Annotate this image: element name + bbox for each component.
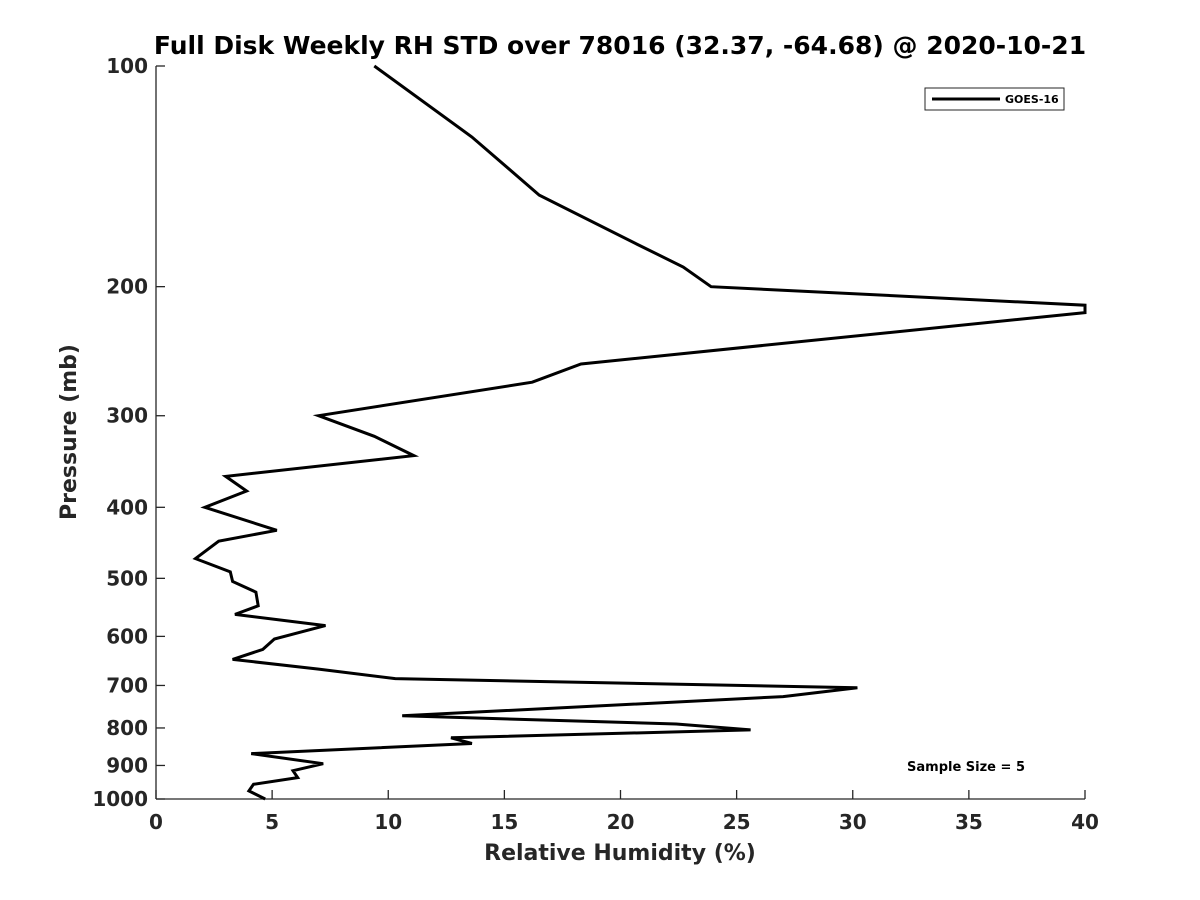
x-tick-label: 15 — [490, 810, 518, 834]
plot-area: 0 5 10 15 20 25 30 35 40 100 200 300 400 500 600 700 80… — [92, 54, 1099, 834]
y-tick-label: 400 — [106, 495, 148, 519]
plot-background — [156, 66, 1085, 799]
y-tick-label: 300 — [106, 404, 148, 428]
y-axis-label: Pressure (mb) — [57, 344, 82, 520]
x-tick-label: 35 — [955, 810, 983, 834]
x-tick-label: 20 — [607, 810, 635, 834]
x-tick-label: 40 — [1071, 810, 1099, 834]
x-ticks: 0 5 10 15 20 25 30 35 40 — [149, 790, 1099, 834]
y-tick-label: 800 — [106, 716, 148, 740]
y-tick-label: 1000 — [92, 787, 148, 811]
y-tick-label: 200 — [106, 275, 148, 299]
x-tick-label: 0 — [149, 810, 163, 834]
sample-size-annotation: Sample Size = 5 — [907, 760, 1025, 775]
x-tick-label: 10 — [374, 810, 402, 834]
x-tick-label: 30 — [839, 810, 867, 834]
y-tick-label: 600 — [106, 624, 148, 648]
y-tick-label: 700 — [106, 673, 148, 697]
legend: GOES-16 — [924, 87, 1065, 111]
x-tick-label: 5 — [265, 810, 279, 834]
series-line-goes-16 — [192, 64, 1087, 801]
y-tick-label: 900 — [106, 753, 148, 777]
chart-title: Full Disk Weekly RH STD over 78016 (32.3… — [154, 31, 1086, 60]
legend-label-goes-16: GOES-16 — [1005, 93, 1059, 106]
x-tick-label: 25 — [723, 810, 751, 834]
y-ticks: 100 200 300 400 500 600 700 800 900 1000 — [92, 54, 165, 811]
y-tick-label: 500 — [106, 566, 148, 590]
x-axis-label: Relative Humidity (%) — [484, 841, 756, 866]
y-tick-label: 100 — [106, 54, 148, 78]
